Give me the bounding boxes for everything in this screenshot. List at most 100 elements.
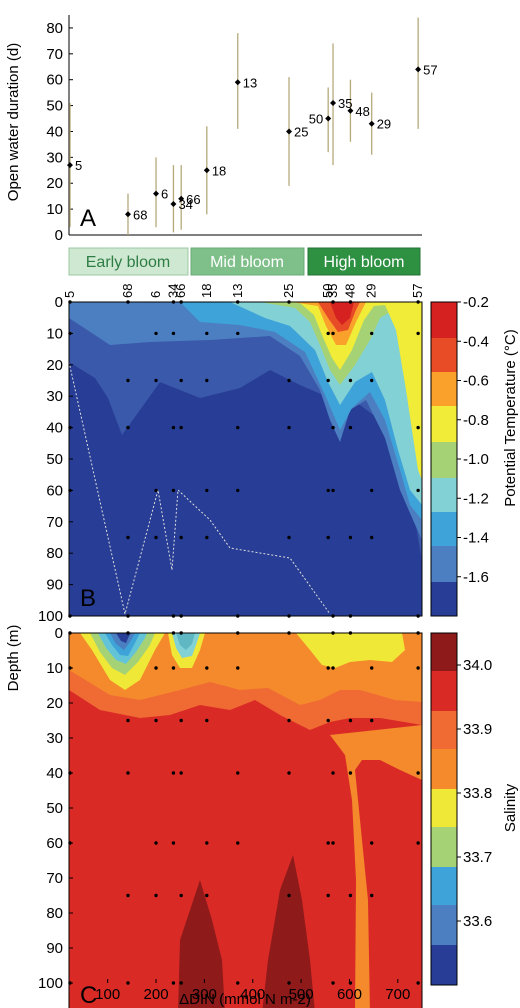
panel-a-point [330, 100, 337, 106]
panel-c-sample-dot [331, 771, 335, 775]
panel-b-cold-tongue [331, 470, 343, 616]
panel-c-sample-dot [126, 893, 130, 898]
panel-b-sample-dot [287, 378, 291, 383]
colorbar-c-band-7 [431, 867, 457, 905]
panel-a-point-label: 50 [309, 112, 323, 127]
panel-c-y-ticks: 0 10 20 30 40 50 60 70 80 90 100 [38, 625, 73, 992]
bloom-stage-bar: Early bloom Mid bloom High bloom [68, 247, 421, 276]
panel-b-sample-dot [171, 331, 176, 336]
panel-b-station-label: 18 [199, 284, 214, 298]
colorbar-b-tick-label: -1.4 [463, 530, 489, 547]
panel-c-xlabel: ΔDIN (mmol N m-2) [179, 991, 311, 1008]
panel-c-level-darkest-2 [262, 855, 315, 1008]
panel-c-sample-dot [126, 718, 130, 723]
panel-b-ytick-label: 90 [46, 577, 63, 594]
panel-c-sample-dot [331, 666, 335, 670]
panel-b-sample-points [68, 300, 420, 618]
panel-b-ytick-label: 30 [46, 388, 63, 405]
colorbar-c-band-6 [431, 827, 457, 867]
panel-b-mixed-layer-line [69, 361, 331, 615]
panel-c-xtick-label: 500 [289, 986, 314, 1003]
panel-b-sample-dot [287, 614, 291, 618]
panel-b-sample-dot [154, 378, 158, 383]
panel-a-ytick-label: 30 [46, 149, 63, 166]
panel-c-sample-dot [68, 666, 72, 670]
panel-b-sample-dot [171, 300, 176, 304]
panel-b-ytick-label: 80 [46, 545, 63, 562]
panel-c-sample-dot [326, 666, 330, 670]
panel-b-sample-dot [179, 614, 183, 618]
panel-b-sample-dot [348, 378, 353, 383]
panel-a-ytick-label: 10 [46, 201, 63, 218]
bloom-high-box [307, 247, 421, 276]
panel-b-station-label: 57 [410, 284, 425, 298]
colorbar-b-band-8 [431, 546, 457, 582]
panel-a-point [347, 107, 354, 114]
panel-c-letter: C [80, 982, 97, 1008]
panel-a-point-label: 57 [423, 62, 437, 77]
panel-b-sample-dot [348, 535, 353, 540]
panel-b-sample-dot [205, 331, 209, 336]
panel-b-ytick-label: 10 [46, 325, 63, 342]
panel-a-axes [69, 15, 422, 235]
panel-a-ytick-label: 60 [46, 72, 63, 89]
panel-c-sample-dot [68, 981, 72, 985]
panel-c-sample-dot [416, 981, 420, 985]
panel-c-contours [69, 633, 422, 1008]
panel-a-ytick-label: 0 [55, 227, 63, 244]
panel-b-level-warmest [330, 302, 354, 325]
panel-c-xtick-label: 300 [192, 986, 217, 1003]
panel-a-point-label: 25 [294, 124, 308, 139]
panel-b-sample-dot [236, 300, 240, 304]
panel-c-sample-dot [236, 841, 240, 845]
panel-b-sample-dot [348, 425, 353, 430]
panel-c-sample-dot [68, 771, 72, 775]
panel-b-sample-dot [331, 331, 335, 336]
panel-b-station-label: 50 [320, 284, 335, 298]
panel-b-sample-dot [179, 535, 183, 540]
panel-c-sample-dot [287, 771, 291, 775]
panel-b-sample-dot [287, 300, 291, 304]
colorbar-c-tick-label: 33.9 [463, 721, 492, 738]
panel-a-points [66, 66, 422, 218]
panel-a-point-label: 66 [186, 192, 200, 207]
panel-b-station-label: 68 [120, 284, 135, 298]
panel-a-point-label: 68 [133, 207, 147, 222]
panel-c-sample-dot [331, 841, 335, 845]
bloom-mid-label: Mid bloom [210, 254, 284, 271]
panel-c-sample-dot [171, 841, 176, 845]
panel-b-level-4 [230, 302, 422, 505]
panel-b-sample-dot [179, 425, 183, 430]
panel-b-sample-dot [205, 535, 209, 540]
panel-c-ytick-label: 30 [46, 730, 63, 747]
panel-c-ytick-label: 60 [46, 835, 63, 852]
panel-b-sample-dot [236, 614, 240, 618]
panel-a-point [178, 195, 185, 202]
panel-c-sample-dot [236, 631, 240, 635]
panel-c-sample-dot [370, 841, 374, 845]
colorbar-b-band-7 [431, 512, 457, 546]
panel-b-sample-dot [205, 378, 209, 383]
panel-b-y-ticks: 0 10 20 30 40 50 60 70 80 90 100 [38, 294, 73, 625]
panel-c-sample-dot [370, 666, 374, 670]
panel-b-station-label: 13 [230, 284, 245, 298]
panel-c-sample-dot [348, 771, 353, 775]
panel-b-sample-dot [370, 535, 374, 540]
panel-c-sample-dot [326, 893, 330, 898]
panel-b-sample-dot [126, 614, 130, 618]
panel-b-ytick-label: 0 [55, 294, 63, 311]
colorbar-b-band-4 [431, 406, 457, 442]
panel-c-xtick-label: 600 [337, 986, 362, 1003]
panel-c-level-darkest [178, 880, 225, 1008]
panel-c-sample-dot [370, 718, 374, 723]
panel-b-sample-dot [331, 614, 335, 618]
panel-a-point [153, 190, 160, 197]
panel-a-point [286, 128, 293, 135]
panel-b-sample-dot [68, 331, 72, 336]
panel-b-station-label: 66 [173, 284, 188, 298]
panel-b-station-label: 6 [148, 291, 163, 298]
panel-c-sample-dot [154, 718, 158, 723]
